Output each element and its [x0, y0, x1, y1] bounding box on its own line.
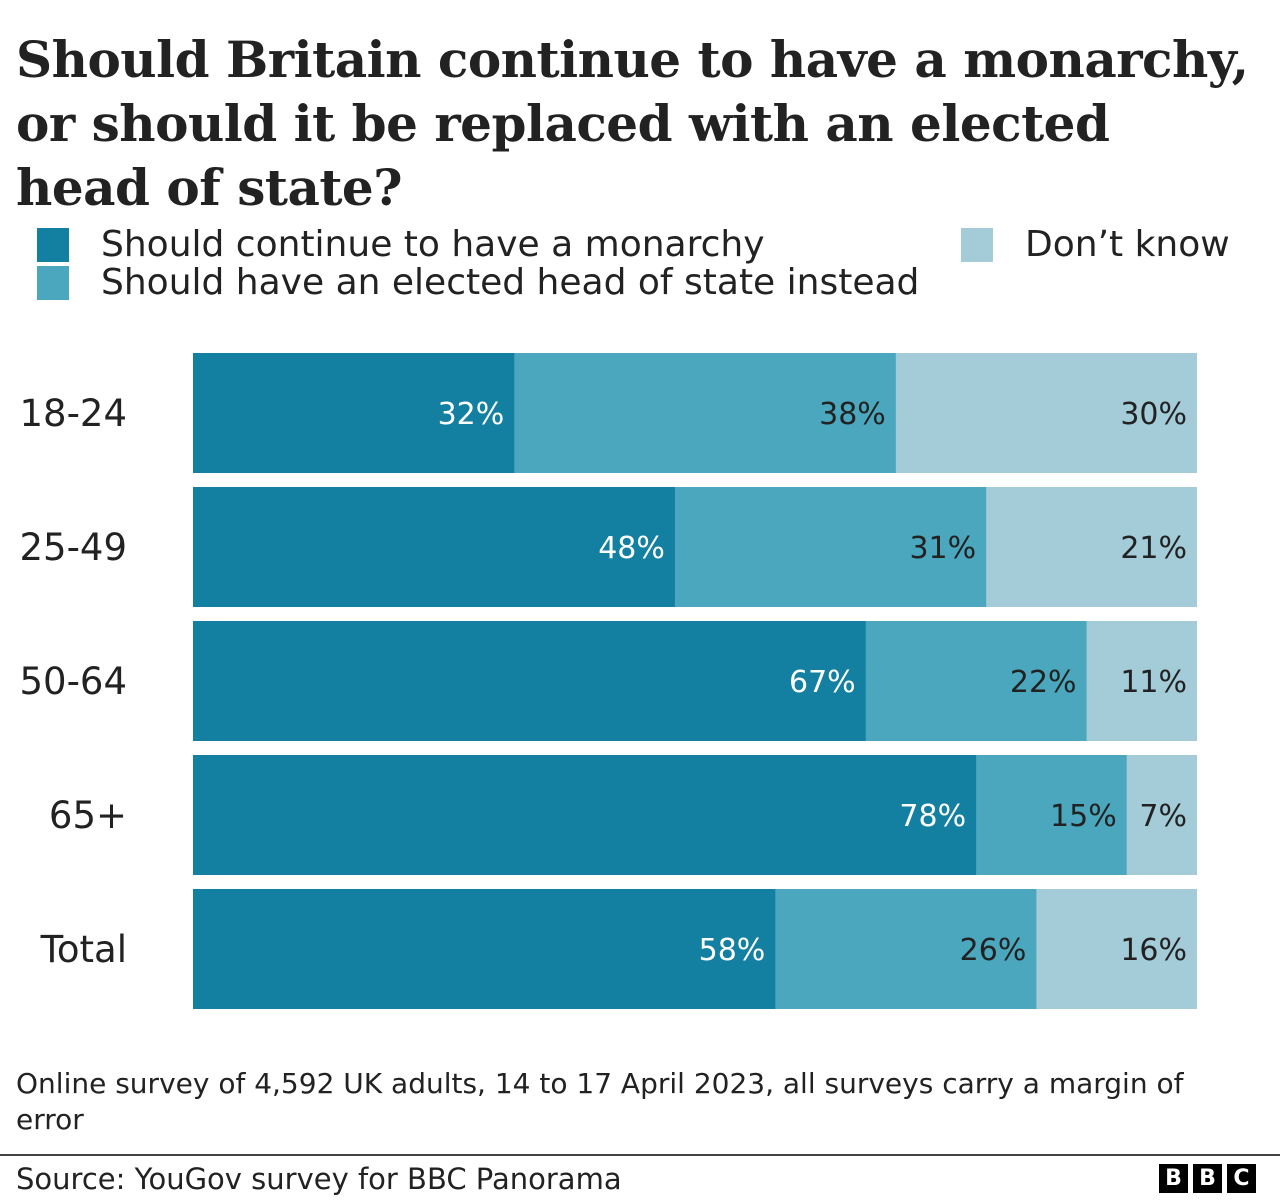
data-label: 30%: [1120, 397, 1187, 432]
data-label: 15%: [1050, 799, 1117, 834]
category-label: 25-49: [19, 526, 127, 569]
bar-chart: 18-24 32% 38% 30% 25-49 48% 31% 21% 50-64 67% 22% 1…: [19, 353, 1197, 1009]
bar-segment: [1036, 889, 1197, 1009]
category-label: 50-64: [19, 660, 127, 703]
legend-item-elected: Should have an elected head of state ins…: [37, 264, 919, 302]
data-label: 11%: [1120, 665, 1187, 700]
legend-label: Should continue to have a monarchy: [101, 224, 765, 265]
data-label: 31%: [909, 531, 976, 566]
legend-item-dont-know: Don’t know: [961, 226, 1230, 264]
footnote: Online survey of 4,592 UK adults, 14 to …: [16, 1067, 1184, 1136]
data-label: 16%: [1120, 933, 1187, 968]
data-label: 67%: [789, 665, 856, 700]
bar-segment: [193, 755, 977, 875]
source: Source: YouGov survey for BBC Panorama: [16, 1162, 622, 1196]
data-label: 58%: [699, 933, 766, 968]
data-label: 7%: [1139, 799, 1187, 834]
data-label: 38%: [819, 397, 886, 432]
category-label: 65+: [49, 794, 127, 837]
bar-segment: [895, 353, 1197, 473]
bar-segment: [865, 621, 1088, 741]
data-label: 48%: [598, 531, 665, 566]
legend-swatch: [37, 228, 69, 262]
bar-segment: [193, 487, 676, 607]
data-label: 78%: [899, 799, 966, 834]
legend-swatch: [37, 266, 69, 300]
legend-label: Should have an elected head of state ins…: [101, 262, 920, 303]
legend-swatch: [961, 228, 993, 262]
bar-segment: [674, 487, 987, 607]
bar-segment: [1086, 621, 1197, 741]
data-label: 32%: [438, 397, 505, 432]
bar-segment: [1126, 755, 1197, 875]
bar-segment: [775, 889, 1037, 1009]
divider: [0, 1154, 1280, 1156]
bar-segment: [986, 487, 1197, 607]
legend-item-monarchy: Should continue to have a monarchy: [37, 226, 765, 264]
bar-segment: [193, 889, 776, 1009]
data-label: 21%: [1120, 531, 1187, 566]
bar-segment: [976, 755, 1128, 875]
data-label: 22%: [1010, 665, 1077, 700]
bar-segment: [193, 621, 867, 741]
legend-label: Don’t know: [1025, 224, 1230, 265]
category-label: 18-24: [19, 392, 127, 435]
category-label: Total: [40, 928, 127, 971]
bar-segment: [193, 353, 515, 473]
bar-segment: [514, 353, 897, 473]
chart-title: Should Britain continue to have a monarc…: [16, 30, 1249, 217]
data-label: 26%: [960, 933, 1027, 968]
